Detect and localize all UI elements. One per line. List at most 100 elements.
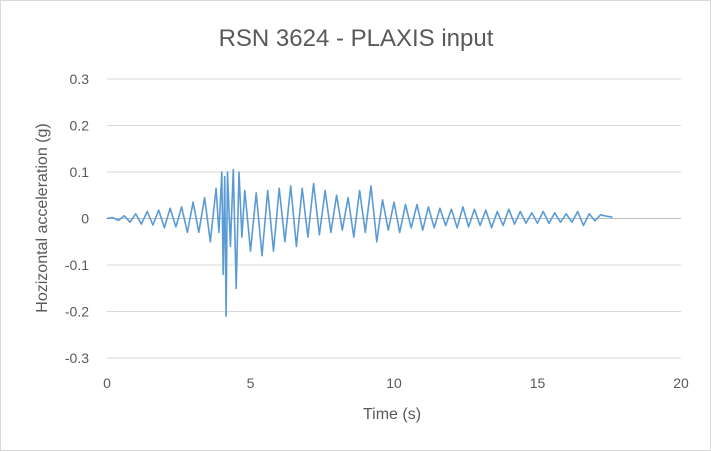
data-point: [353, 236, 355, 238]
data-point: [531, 212, 533, 214]
data-point: [416, 204, 418, 206]
data-point: [554, 212, 556, 214]
data-point: [468, 226, 470, 228]
data-point: [229, 245, 231, 247]
data-point: [491, 227, 493, 229]
data-point: [336, 194, 338, 196]
data-point: [267, 190, 269, 192]
data-point: [140, 223, 142, 225]
data-point: [577, 210, 579, 213]
x-tick-label: 20: [673, 375, 689, 391]
data-point: [232, 169, 234, 171]
data-point: [582, 224, 585, 227]
x-axis-title: Time (s): [363, 406, 421, 423]
data-point: [249, 250, 252, 252]
data-point: [422, 229, 424, 231]
data-point: [330, 231, 332, 233]
data-point: [163, 227, 165, 229]
data-point: [341, 229, 343, 231]
data-point: [129, 221, 131, 223]
data-point: [112, 217, 114, 219]
data-point: [427, 206, 429, 208]
data-point: [479, 224, 481, 227]
gridlines: [107, 78, 681, 359]
y-tick-label: -0.2: [65, 304, 89, 320]
data-point: [186, 231, 188, 233]
data-point: [290, 185, 292, 187]
data-point: [548, 222, 550, 224]
data-point: [508, 208, 510, 210]
data-point: [307, 236, 309, 238]
data-point: [456, 227, 458, 229]
data-point: [198, 231, 200, 233]
data-point: [450, 208, 452, 210]
data-point: [318, 234, 320, 236]
data-point: [117, 219, 120, 221]
data-point: [588, 213, 590, 215]
data-point: [204, 197, 206, 199]
data-point: [301, 187, 303, 189]
data-point: [146, 210, 148, 213]
data-point: [611, 216, 613, 218]
data-point: [433, 227, 435, 229]
data-points: [106, 169, 613, 317]
data-point: [370, 185, 372, 187]
data-point: [502, 224, 504, 227]
x-tick-label: 10: [386, 375, 402, 391]
data-point: [225, 315, 227, 317]
x-tick-label: 5: [247, 375, 255, 391]
data-point: [600, 214, 602, 216]
data-point: [255, 192, 257, 194]
data-point: [295, 245, 297, 247]
data-point: [364, 231, 366, 233]
data-point: [393, 201, 395, 203]
data-point: [359, 190, 361, 192]
data-point: [224, 176, 226, 178]
data-point: [175, 226, 177, 228]
data-point: [192, 201, 194, 203]
data-point: [284, 241, 286, 243]
data-point: [399, 231, 401, 233]
y-tick-labels: 0.3 0.2 0.1 0 -0.1 -0.2 -0.3: [65, 71, 89, 366]
y-axis-title: Hozizontal acceleration (g): [34, 123, 51, 312]
data-point: [594, 220, 596, 222]
data-point: [209, 241, 211, 243]
data-point: [244, 190, 246, 192]
y-tick-label: 0.3: [70, 71, 90, 87]
data-point: [235, 287, 237, 289]
data-point: [496, 210, 498, 213]
y-tick-label: 0.2: [70, 118, 90, 134]
x-tick-labels: 0 5 10 15 20: [103, 375, 689, 391]
data-point: [278, 187, 280, 189]
chart-title: RSN 3624 - PLAXIS input: [219, 25, 494, 52]
data-point: [376, 241, 378, 243]
data-point: [347, 197, 349, 199]
y-tick-label: -0.3: [65, 350, 89, 366]
y-tick-label: -0.1: [65, 257, 89, 273]
data-point: [226, 171, 229, 173]
data-point: [221, 171, 223, 173]
x-tick-label: 15: [530, 375, 546, 391]
data-point: [410, 227, 412, 229]
data-point: [571, 221, 573, 223]
data-point: [381, 199, 384, 201]
data-point: [181, 206, 183, 208]
data-point: [169, 207, 171, 209]
data-point: [439, 207, 441, 209]
data-point: [473, 208, 475, 210]
data-point: [565, 213, 567, 215]
data-point: [605, 215, 608, 217]
data-point: [485, 209, 487, 211]
data-point: [387, 229, 389, 231]
data-point: [158, 209, 160, 211]
data-point: [324, 190, 326, 192]
data-point: [536, 222, 539, 224]
data-point: [445, 224, 447, 227]
data-point: [123, 215, 125, 217]
data-point: [559, 221, 562, 223]
data-point: [525, 222, 527, 224]
y-tick-label: 0: [81, 211, 89, 227]
data-point: [261, 255, 263, 257]
